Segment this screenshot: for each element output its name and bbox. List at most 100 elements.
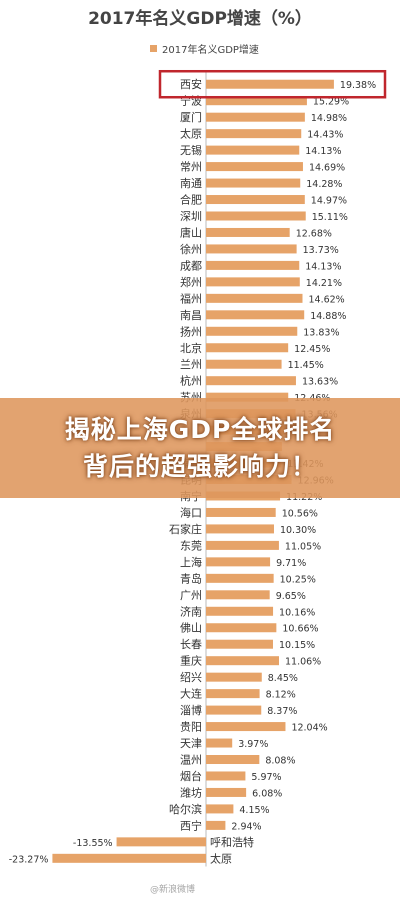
bar [206,112,305,122]
value-label: 12.68% [296,228,332,239]
bar [206,820,226,830]
value-label: 14.69% [309,163,345,174]
category-label: 西宁 [180,818,202,832]
category-label: 无锡 [180,143,202,157]
category-label: 深圳 [180,210,202,223]
bar [206,96,307,106]
bar [206,376,296,386]
value-label: 8.37% [267,706,297,717]
value-label: 10.16% [279,607,315,618]
value-label: 14.13% [305,261,341,272]
bar [206,211,306,221]
category-label: 淄博 [180,704,202,717]
legend-swatch [150,45,157,52]
category-label: 杭州 [180,374,202,388]
value-label: 10.30% [280,525,316,536]
bar [206,145,300,155]
category-label: 济南 [180,604,202,618]
value-label: 4.15% [239,805,269,816]
bar [206,79,334,89]
value-label: 19.38% [340,80,376,91]
category-label: 福州 [180,291,202,305]
category-label: 徐州 [180,242,202,256]
category-label: 扬州 [180,324,202,338]
value-label: 8.12% [266,690,296,701]
legend-label: 2017年名义GDP增速 [162,45,259,56]
value-label: 14.43% [307,130,343,141]
value-label: -13.55% [73,838,113,849]
bar [206,557,271,567]
bar [206,738,233,748]
category-label: 西安 [180,77,202,91]
category-label: 上海 [180,555,202,569]
bar [206,755,260,765]
value-label: 13.63% [302,377,338,388]
category-label: 呼和浩特 [210,835,254,849]
value-label: 13.83% [303,327,339,338]
bar [206,195,305,205]
bar [206,343,289,353]
bar [206,705,262,715]
value-label: 11.06% [285,657,321,668]
value-label: 15.11% [312,212,348,223]
value-label: 12.04% [291,723,327,734]
bar [206,573,274,583]
bar [206,178,301,188]
category-label: 石家庄 [169,522,202,536]
value-label: 10.66% [282,624,318,635]
value-label: 10.25% [280,574,316,585]
category-label: 烟台 [180,769,202,783]
category-label: 太原 [210,852,232,865]
bar [206,623,277,633]
bar [206,293,303,303]
bar [206,310,305,320]
chart-title: 2017年名义GDP增速（%） [88,9,312,29]
value-label: 13.73% [303,245,339,256]
bar [206,606,274,616]
value-label: 11.45% [288,360,324,371]
bar [206,244,297,254]
bar [206,359,282,369]
category-label: 成都 [180,259,202,272]
value-label: 8.45% [268,673,298,684]
category-label: 唐山 [180,225,202,239]
value-label: 14.97% [311,196,347,207]
bar [52,853,206,863]
bar [206,804,234,814]
bar [206,590,270,600]
bar [206,787,247,797]
value-label: 5.97% [251,772,281,783]
category-label: 合肥 [180,193,202,207]
category-label: 宁波 [180,94,202,108]
bar [206,277,300,287]
category-label: 南昌 [180,309,202,322]
value-label: 14.13% [305,146,341,157]
value-label: 12.45% [294,344,330,355]
category-label: 郑州 [180,275,202,289]
watermark: @新浪微博 [150,885,196,895]
category-label: 长春 [180,638,202,651]
value-label: 10.15% [279,640,315,651]
category-label: 厦门 [180,110,202,124]
value-label: 11.05% [285,541,321,552]
category-label: 南通 [180,177,202,190]
bar [206,524,274,534]
value-label: 14.28% [306,179,342,190]
bar [206,326,298,336]
bar [206,689,260,699]
category-label: 东莞 [180,539,202,552]
bar [206,162,303,172]
headline-text: 揭秘上海GDP全球排名 背后的超强影响力！ [64,415,336,481]
bar [206,129,302,139]
bar [206,392,289,402]
category-label: 天津 [180,737,202,750]
bar [206,672,262,682]
value-label: 14.62% [308,294,344,305]
bar [206,540,279,550]
category-label: 潍坊 [180,785,202,799]
bar [206,722,286,732]
category-label: 青岛 [180,571,202,585]
category-label: 广州 [180,589,202,602]
